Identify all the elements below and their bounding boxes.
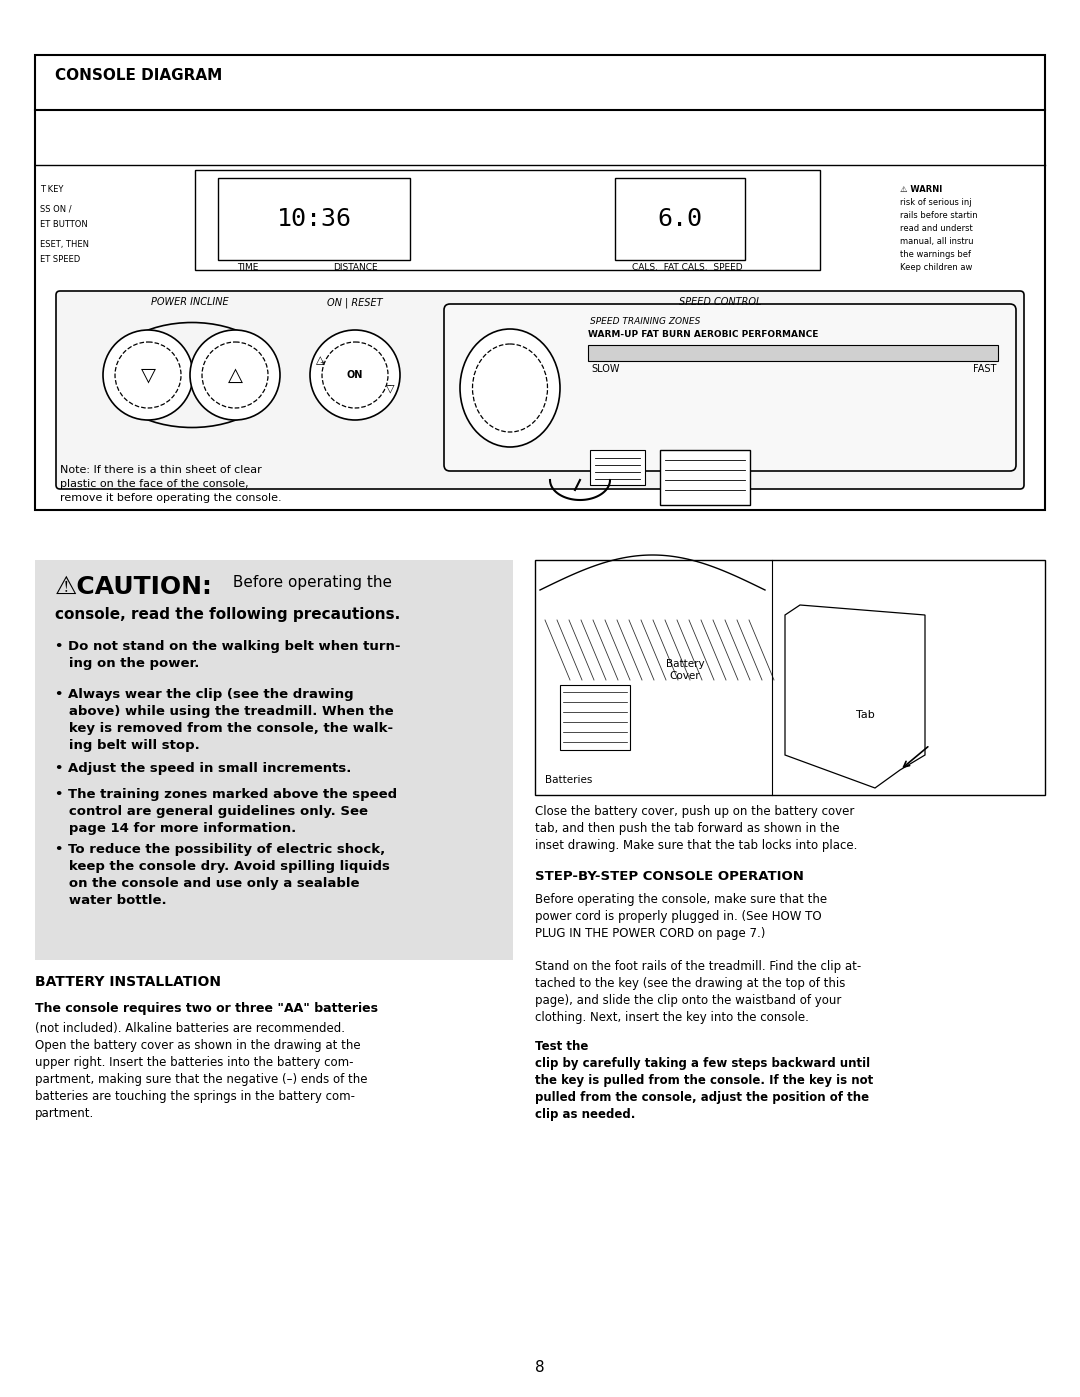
Text: risk of serious inj: risk of serious inj	[900, 198, 972, 207]
Text: read and underst: read and underst	[900, 224, 973, 233]
Text: Battery
Cover: Battery Cover	[665, 659, 704, 682]
Text: ET BUTTON: ET BUTTON	[40, 219, 87, 229]
Bar	[561, 685, 630, 750]
Text: T KEY: T KEY	[40, 184, 64, 194]
Text: Stand on the foot rails of the treadmill. Find the clip at-
tached to the key (s: Stand on the foot rails of the treadmill…	[535, 960, 861, 1024]
Text: STEP-BY-STEP CONSOLE OPERATION: STEP-BY-STEP CONSOLE OPERATION	[535, 870, 804, 883]
Text: BATTERY INSTALLATION: BATTERY INSTALLATION	[35, 975, 221, 989]
Text: ESET, THEN: ESET, THEN	[40, 240, 89, 249]
Text: Test the
clip by carefully taking a few steps backward until
the key is pulled f: Test the clip by carefully taking a few …	[535, 1039, 874, 1120]
Text: Before operating the console, make sure that the
power cord is properly plugged : Before operating the console, make sure …	[535, 893, 827, 940]
Bar	[590, 450, 645, 485]
Text: 8: 8	[536, 1361, 544, 1375]
Text: CALS.  FAT CALS.  SPEED: CALS. FAT CALS. SPEED	[632, 263, 743, 272]
Text: ⚠ WARNI: ⚠ WARNI	[900, 184, 942, 194]
Text: +: +	[319, 360, 325, 366]
Text: ON: ON	[347, 370, 363, 380]
Text: ▽: ▽	[140, 366, 156, 384]
Text: • The training zones marked above the speed
   control are general guidelines on: • The training zones marked above the sp…	[55, 788, 397, 835]
Text: • Adjust the speed in small increments.: • Adjust the speed in small increments.	[55, 761, 351, 775]
Text: manual, all instru: manual, all instru	[900, 237, 973, 246]
Text: the warnings bef: the warnings bef	[900, 250, 971, 258]
Text: POWER INCLINE: POWER INCLINE	[151, 298, 229, 307]
Text: Note: If there is a thin sheet of clear
plastic on the face of the console,
remo: Note: If there is a thin sheet of clear …	[60, 465, 282, 503]
Bar	[35, 54, 1045, 510]
Text: ⚠CAUTION:: ⚠CAUTION:	[55, 576, 213, 599]
Text: Before operating the: Before operating the	[228, 576, 392, 590]
Text: 10:36: 10:36	[276, 207, 351, 231]
Text: rails before startin: rails before startin	[900, 211, 977, 219]
Polygon shape	[785, 605, 924, 788]
Text: Close the battery cover, push up on the battery cover
tab, and then push the tab: Close the battery cover, push up on the …	[535, 805, 858, 852]
Text: • Do not stand on the walking belt when turn-
   ing on the power.: • Do not stand on the walking belt when …	[55, 640, 401, 671]
Circle shape	[190, 330, 280, 420]
Text: 6.0: 6.0	[658, 207, 702, 231]
FancyBboxPatch shape	[56, 291, 1024, 489]
Text: WARM-UP FAT BURN AEROBIC PERFORMANCE: WARM-UP FAT BURN AEROBIC PERFORMANCE	[588, 330, 819, 339]
Text: Tab: Tab	[855, 710, 875, 719]
Text: ▽: ▽	[386, 383, 394, 393]
Bar	[588, 345, 998, 360]
Text: FAST: FAST	[973, 365, 996, 374]
Bar	[35, 560, 513, 960]
Circle shape	[202, 342, 268, 408]
Text: TIME: TIME	[237, 263, 258, 272]
Bar	[218, 177, 410, 260]
Bar	[660, 450, 750, 504]
Text: • To reduce the possibility of electric shock,
   keep the console dry. Avoid sp: • To reduce the possibility of electric …	[55, 842, 390, 907]
Text: CONSOLE DIAGRAM: CONSOLE DIAGRAM	[55, 68, 222, 82]
Bar	[615, 177, 745, 260]
Text: Batteries: Batteries	[545, 775, 592, 785]
Circle shape	[103, 330, 193, 420]
Text: SLOW: SLOW	[591, 365, 620, 374]
Text: SS ON /: SS ON /	[40, 205, 71, 214]
Text: (not included). Alkaline batteries are recommended.
Open the battery cover as sh: (not included). Alkaline batteries are r…	[35, 1023, 367, 1120]
Bar	[535, 560, 1045, 795]
Text: SPEED TRAINING ZONES: SPEED TRAINING ZONES	[590, 317, 700, 326]
Text: The console requires two or three "AA" batteries: The console requires two or three "AA" b…	[35, 1002, 378, 1016]
Circle shape	[322, 342, 388, 408]
FancyBboxPatch shape	[444, 305, 1016, 471]
Text: console, read the following precautions.: console, read the following precautions.	[55, 608, 401, 622]
Ellipse shape	[460, 330, 561, 447]
Bar	[195, 170, 820, 270]
Ellipse shape	[473, 344, 548, 432]
Text: • Always wear the clip (see the drawing
   above) while using the treadmill. Whe: • Always wear the clip (see the drawing …	[55, 687, 393, 752]
Text: DISTANCE: DISTANCE	[333, 263, 377, 272]
Circle shape	[310, 330, 400, 420]
Circle shape	[114, 342, 181, 408]
Text: ET SPEED: ET SPEED	[40, 256, 80, 264]
Text: SPEED CONTROL: SPEED CONTROL	[679, 298, 761, 307]
Text: Keep children aw: Keep children aw	[900, 263, 972, 272]
Text: –: –	[388, 381, 391, 388]
Text: ON | RESET: ON | RESET	[327, 298, 382, 307]
Text: △: △	[228, 366, 243, 384]
Text: △: △	[315, 355, 324, 365]
